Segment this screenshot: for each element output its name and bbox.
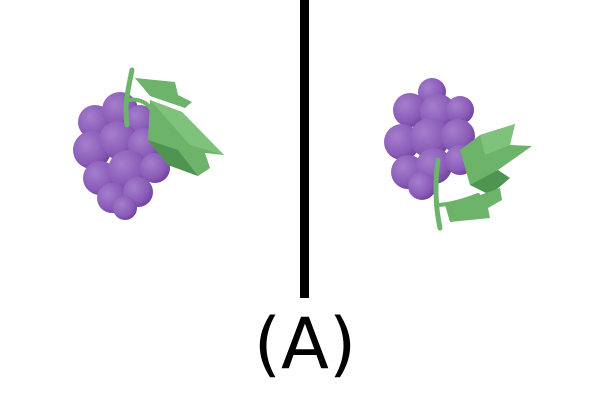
panel-divider [300, 0, 309, 298]
left-panel [0, 0, 300, 300]
grape-bunch-icon [73, 67, 224, 220]
right-panel [310, 0, 610, 300]
grape-bunch-icon [384, 78, 532, 231]
figure-label: (A) [253, 303, 357, 385]
